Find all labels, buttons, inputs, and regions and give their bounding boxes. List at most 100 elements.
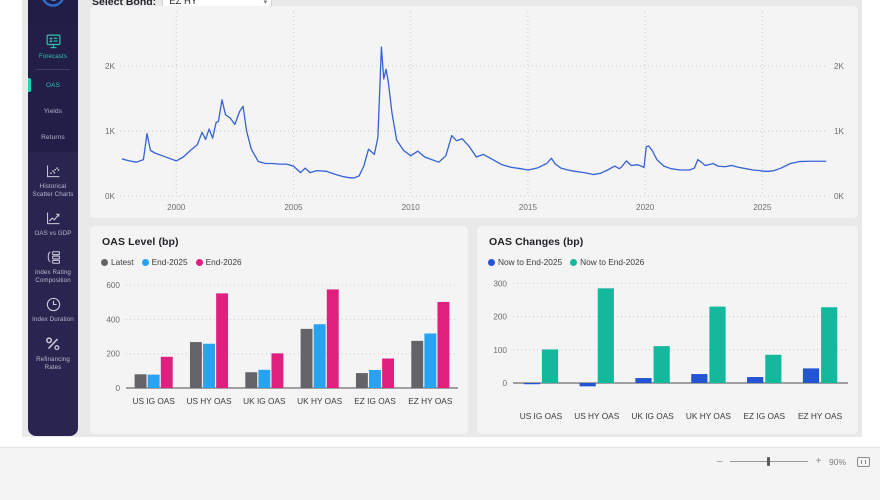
- app-logo-letter: e: [49, 0, 56, 5]
- zoom-in-button[interactable]: +: [815, 456, 822, 467]
- scatter-chart-icon: [45, 163, 62, 180]
- svg-text:2K: 2K: [105, 62, 116, 71]
- sidebar-item-historical-scatter-charts[interactable]: Historical Scatter Charts: [28, 158, 78, 205]
- zoom-percent-label: 90%: [829, 456, 847, 467]
- legend-label: Latest: [111, 257, 134, 267]
- legend-label: Now to End-2026: [580, 257, 645, 267]
- sidebar-subitem-label: OAS: [45, 81, 61, 89]
- sidebar-secondary-section: Historical Scatter Charts OAS vs GDP: [28, 152, 78, 378]
- legend-item[interactable]: End-2025: [141, 257, 188, 267]
- svg-text:600: 600: [106, 281, 120, 290]
- oas-changes-plot[interactable]: 0 100 200 300 US IG OAS US HY OAS UK IG OAS UK …: [477, 272, 858, 432]
- svg-text:200: 200: [106, 350, 120, 359]
- sidebar-divider: [36, 69, 70, 70]
- svg-text:UK IG OAS: UK IG OAS: [243, 396, 286, 406]
- sidebar-subitem-label: Yields: [43, 107, 63, 115]
- oas-history-line-chart-card: 0K 0K 1K 1K 2K 2K 2000 2005 2010 2015 2020 2025: [90, 6, 858, 218]
- sidebar-item-yields[interactable]: Yields: [28, 98, 78, 124]
- sidebar-item-label: Historical Scatter Charts: [32, 183, 74, 198]
- svg-text:EZ HY OAS: EZ HY OAS: [408, 396, 453, 406]
- sidebar-item-index-duration[interactable]: Index Duration: [28, 291, 78, 330]
- sidebar-item-label: Forecasts: [38, 53, 68, 60]
- oas-changes-legend: Now to End-2025 Now to End-2026: [488, 257, 644, 267]
- sidebar-subitem-label: Returns: [41, 133, 65, 141]
- svg-text:1K: 1K: [834, 127, 845, 136]
- sidebar-item-refinancing-rates[interactable]: Refinancing Rates: [28, 330, 78, 378]
- legend-swatch: [195, 258, 203, 266]
- svg-text:300: 300: [493, 279, 507, 288]
- svg-text:US HY OAS: US HY OAS: [186, 396, 231, 406]
- svg-text:200: 200: [493, 313, 507, 322]
- svg-text:2005: 2005: [284, 203, 303, 212]
- legend-label: End-2026: [205, 257, 242, 267]
- sidebar-item-label: Index Duration: [32, 316, 74, 323]
- legend-item[interactable]: Now to End-2025: [488, 257, 562, 267]
- bottom-status-bar: – + 90%: [0, 447, 880, 500]
- zoom-out-button[interactable]: –: [716, 456, 723, 467]
- sidebar-item-oas[interactable]: OAS: [28, 72, 78, 98]
- stacked-list-icon: [45, 249, 62, 266]
- svg-text:EZ HY OAS: EZ HY OAS: [798, 411, 843, 421]
- svg-text:0: 0: [502, 379, 507, 388]
- sidebar-item-index-rating-composition[interactable]: Index Rating Composition: [28, 244, 78, 291]
- svg-text:UK IG OAS: UK IG OAS: [631, 411, 674, 421]
- oas-level-plot[interactable]: 0 200 400 600 US IG OAS US HY OAS UK IG OAS UK …: [90, 272, 468, 432]
- legend-swatch: [101, 258, 108, 266]
- legend-item[interactable]: End-2026: [195, 257, 242, 267]
- zoom-slider-thumb[interactable]: [767, 457, 770, 466]
- sidebar-item-forecasts[interactable]: Forecasts: [28, 28, 78, 67]
- svg-text:0K: 0K: [834, 192, 845, 201]
- svg-text:1K: 1K: [105, 127, 116, 136]
- legend-item[interactable]: Now to End-2026: [570, 257, 644, 267]
- svg-text:400: 400: [106, 315, 120, 324]
- oas-level-legend: Latest End-2025 End-2026: [101, 257, 242, 267]
- svg-text:0K: 0K: [105, 192, 116, 201]
- svg-text:2020: 2020: [636, 203, 655, 212]
- clock-icon: [45, 296, 62, 313]
- zoom-control: – + 90%: [716, 456, 870, 467]
- line-chart-plot: 0K 0K 1K 1K 2K 2K 2000 2005 2010 2015 2020 2025: [90, 6, 858, 218]
- card-title: OAS Level (bp): [102, 236, 179, 248]
- legend-label: End-2025: [151, 257, 188, 267]
- zoom-slider[interactable]: [730, 457, 808, 466]
- legend-label: Now to End-2025: [498, 257, 563, 267]
- legend-item[interactable]: Latest: [101, 257, 134, 267]
- legend-swatch: [570, 258, 578, 266]
- svg-text:2K: 2K: [834, 62, 845, 71]
- svg-text:2015: 2015: [519, 203, 538, 212]
- legend-swatch: [141, 258, 149, 266]
- svg-text:EZ IG OAS: EZ IG OAS: [744, 411, 786, 421]
- svg-text:0: 0: [115, 384, 120, 393]
- fit-to-page-icon[interactable]: [857, 456, 870, 467]
- svg-text:2010: 2010: [402, 203, 421, 212]
- line-chart-svg[interactable]: 0K 0K 1K 1K 2K 2K 2000 2005 2010 2015 2020 2025: [90, 6, 858, 218]
- svg-text:US IG OAS: US IG OAS: [132, 396, 175, 406]
- presentation-chart-icon: [45, 33, 62, 50]
- bond-dropdown-value: EZ HY: [169, 0, 198, 7]
- left-navigation-sidebar: e Forecasts: [28, 0, 78, 436]
- line-chart-icon: [45, 210, 62, 227]
- sidebar-item-label: OAS vs GDP: [34, 230, 72, 237]
- sidebar-item-oas-vs-gdp[interactable]: OAS vs GDP: [28, 205, 78, 244]
- card-title: OAS Changes (bp): [489, 236, 584, 248]
- chevron-down-icon[interactable]: ▾: [263, 0, 268, 6]
- percent-icon: [44, 335, 62, 353]
- svg-text:UK HY OAS: UK HY OAS: [297, 396, 342, 406]
- svg-text:100: 100: [493, 346, 507, 355]
- sidebar-item-label: Index Rating Composition: [35, 269, 71, 284]
- svg-text:UK HY OAS: UK HY OAS: [686, 411, 731, 421]
- slicer-label: Select Bond:: [92, 0, 157, 8]
- svg-text:US IG OAS: US IG OAS: [520, 411, 563, 421]
- svg-text:US HY OAS: US HY OAS: [574, 411, 619, 421]
- svg-text:2000: 2000: [167, 203, 186, 212]
- legend-swatch: [488, 258, 495, 266]
- sidebar-item-returns[interactable]: Returns: [28, 124, 78, 150]
- svg-text:EZ IG OAS: EZ IG OAS: [354, 396, 396, 406]
- oas-changes-bar-chart-card: OAS Changes (bp) Now to End-2025 Now to …: [477, 226, 858, 434]
- oas-level-bar-chart-card: OAS Level (bp) Latest End-2025 End-2026 …: [90, 226, 468, 434]
- app-logo[interactable]: e: [28, 0, 78, 28]
- forecasts-section: Forecasts OAS Yields Returns: [28, 28, 78, 152]
- sidebar-item-label: Refinancing Rates: [36, 356, 70, 371]
- svg-text:2025: 2025: [753, 203, 772, 212]
